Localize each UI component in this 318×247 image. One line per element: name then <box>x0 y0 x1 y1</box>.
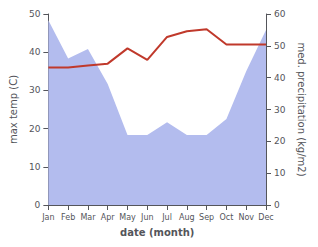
svg-text:20: 20 <box>274 136 286 146</box>
svg-text:Jan: Jan <box>41 213 54 222</box>
svg-text:10: 10 <box>274 168 286 178</box>
svg-text:med. precipitation (kg/m2): med. precipitation (kg/m2) <box>296 42 307 176</box>
svg-text:date (month): date (month) <box>120 227 194 238</box>
svg-text:Feb: Feb <box>61 213 75 222</box>
svg-text:0: 0 <box>274 200 280 210</box>
svg-text:Apr: Apr <box>101 213 116 222</box>
svg-text:10: 10 <box>29 162 41 172</box>
svg-text:Jul: Jul <box>161 213 172 222</box>
svg-text:50: 50 <box>29 9 41 19</box>
svg-text:20: 20 <box>29 124 41 134</box>
svg-text:Nov: Nov <box>238 213 254 222</box>
svg-text:Oct: Oct <box>220 213 234 222</box>
svg-text:40: 40 <box>29 47 41 57</box>
svg-text:Aug: Aug <box>179 213 195 222</box>
svg-text:May: May <box>119 213 136 222</box>
svg-text:0: 0 <box>35 200 41 210</box>
svg-text:Sep: Sep <box>199 213 214 222</box>
svg-text:Mar: Mar <box>80 213 96 222</box>
svg-text:30: 30 <box>274 105 286 115</box>
svg-text:50: 50 <box>274 41 286 51</box>
svg-text:Dec: Dec <box>258 213 273 222</box>
svg-text:30: 30 <box>29 85 41 95</box>
svg-text:max temp (C): max temp (C) <box>8 75 19 144</box>
svg-text:Jun: Jun <box>140 213 154 222</box>
svg-text:40: 40 <box>274 73 286 83</box>
svg-text:60: 60 <box>274 9 286 19</box>
